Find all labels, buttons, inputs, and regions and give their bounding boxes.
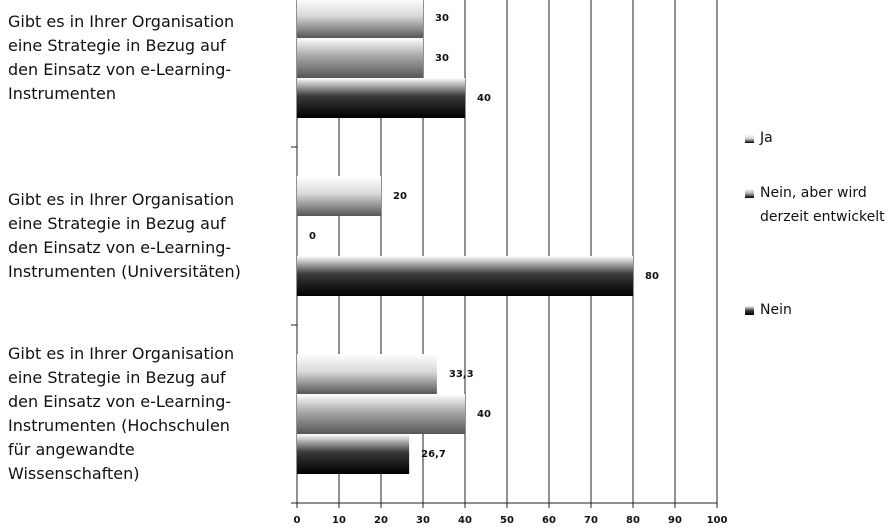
legend-label: Nein, aber wird derzeit entwickelt (760, 185, 885, 225)
data-label: 20 (393, 191, 407, 202)
x-tick-label: 30 (416, 515, 430, 526)
bar (297, 394, 465, 434)
data-label: 30 (435, 13, 449, 24)
x-tick-label: 50 (500, 515, 514, 526)
bar (297, 0, 423, 38)
legend-swatch (745, 189, 754, 198)
x-tick-label: 70 (584, 515, 598, 526)
x-tick-label: 80 (626, 515, 640, 526)
bar (297, 176, 381, 216)
legend-item: Ja (745, 126, 885, 150)
data-label: 40 (477, 93, 491, 104)
legend-item: Nein (745, 298, 885, 322)
x-tick-label: 20 (374, 515, 388, 526)
bar (297, 38, 423, 78)
data-label: 80 (645, 271, 659, 282)
bar (297, 434, 410, 474)
x-tick-label: 0 (294, 515, 301, 526)
legend-swatch (745, 134, 754, 143)
category-label: Gibt es in Ihrer Organisation eine Strat… (8, 344, 235, 483)
x-tick-label: 40 (458, 515, 472, 526)
legend-label: Nein (760, 302, 792, 318)
legend-item: Nein, aber wird derzeit entwickelt (745, 181, 885, 229)
x-tick-label: 10 (332, 515, 346, 526)
category-label: Gibt es in Ihrer Organisation eine Strat… (8, 12, 235, 103)
x-tick-label: 60 (542, 515, 556, 526)
data-label: 40 (477, 409, 491, 420)
legend-label: Ja (760, 130, 773, 146)
legend-swatch (745, 306, 754, 315)
x-tick-label: 100 (707, 515, 728, 526)
bar (297, 256, 633, 296)
data-label: 30 (435, 53, 449, 64)
x-tick-label: 90 (668, 515, 682, 526)
data-label: 33,3 (449, 369, 474, 380)
bar (297, 354, 437, 394)
data-label: 0 (309, 231, 316, 242)
category-label: Gibt es in Ihrer Organisation eine Strat… (8, 190, 241, 281)
data-label: 26,7 (421, 449, 446, 460)
bar (297, 78, 465, 118)
